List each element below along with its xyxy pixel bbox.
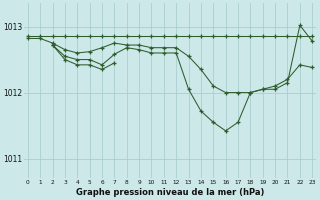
X-axis label: Graphe pression niveau de la mer (hPa): Graphe pression niveau de la mer (hPa) [76,188,264,197]
